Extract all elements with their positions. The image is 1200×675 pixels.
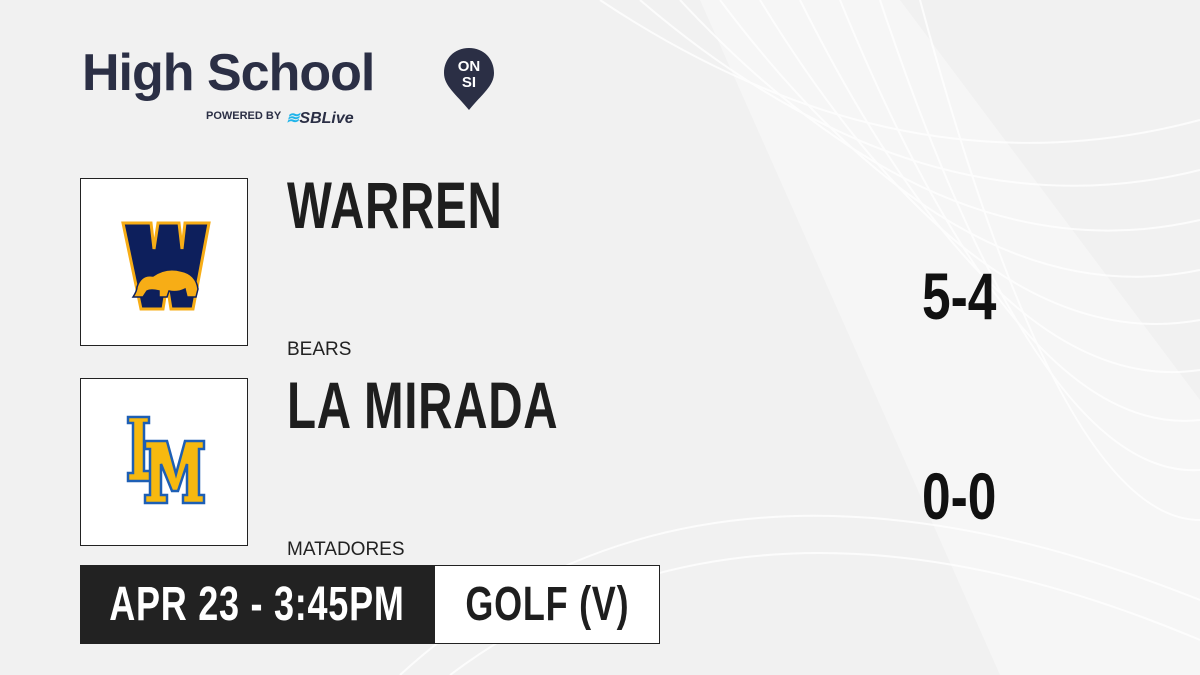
la-mirada-lm-logo — [126, 415, 206, 505]
team-logo-la-mirada[interactable] — [80, 378, 248, 546]
team-name-home: WARREN — [287, 168, 503, 242]
warren-bear-logo — [121, 221, 211, 311]
sblive-logo: ≋SBLive — [286, 110, 354, 127]
team-mascot-away: MATADORES — [287, 539, 405, 560]
team-name-away: LA MIRADA — [287, 368, 559, 442]
brand-title: High School — [82, 44, 375, 102]
team-mascot-home: BEARS — [287, 339, 352, 360]
team-score-home: 5-4 — [922, 259, 997, 333]
team-logo-warren[interactable] — [80, 178, 248, 346]
location-pin-icon: ON SI — [444, 48, 494, 110]
game-sport: GOLF (V) — [434, 565, 660, 644]
pin-text-top: ON — [458, 58, 481, 75]
game-datetime: APR 23 - 3:45PM — [80, 565, 434, 644]
powered-by-label: POWERED BY — [206, 110, 282, 122]
pin-text-bottom: SI — [462, 74, 476, 91]
team-score-away: 0-0 — [922, 459, 997, 533]
